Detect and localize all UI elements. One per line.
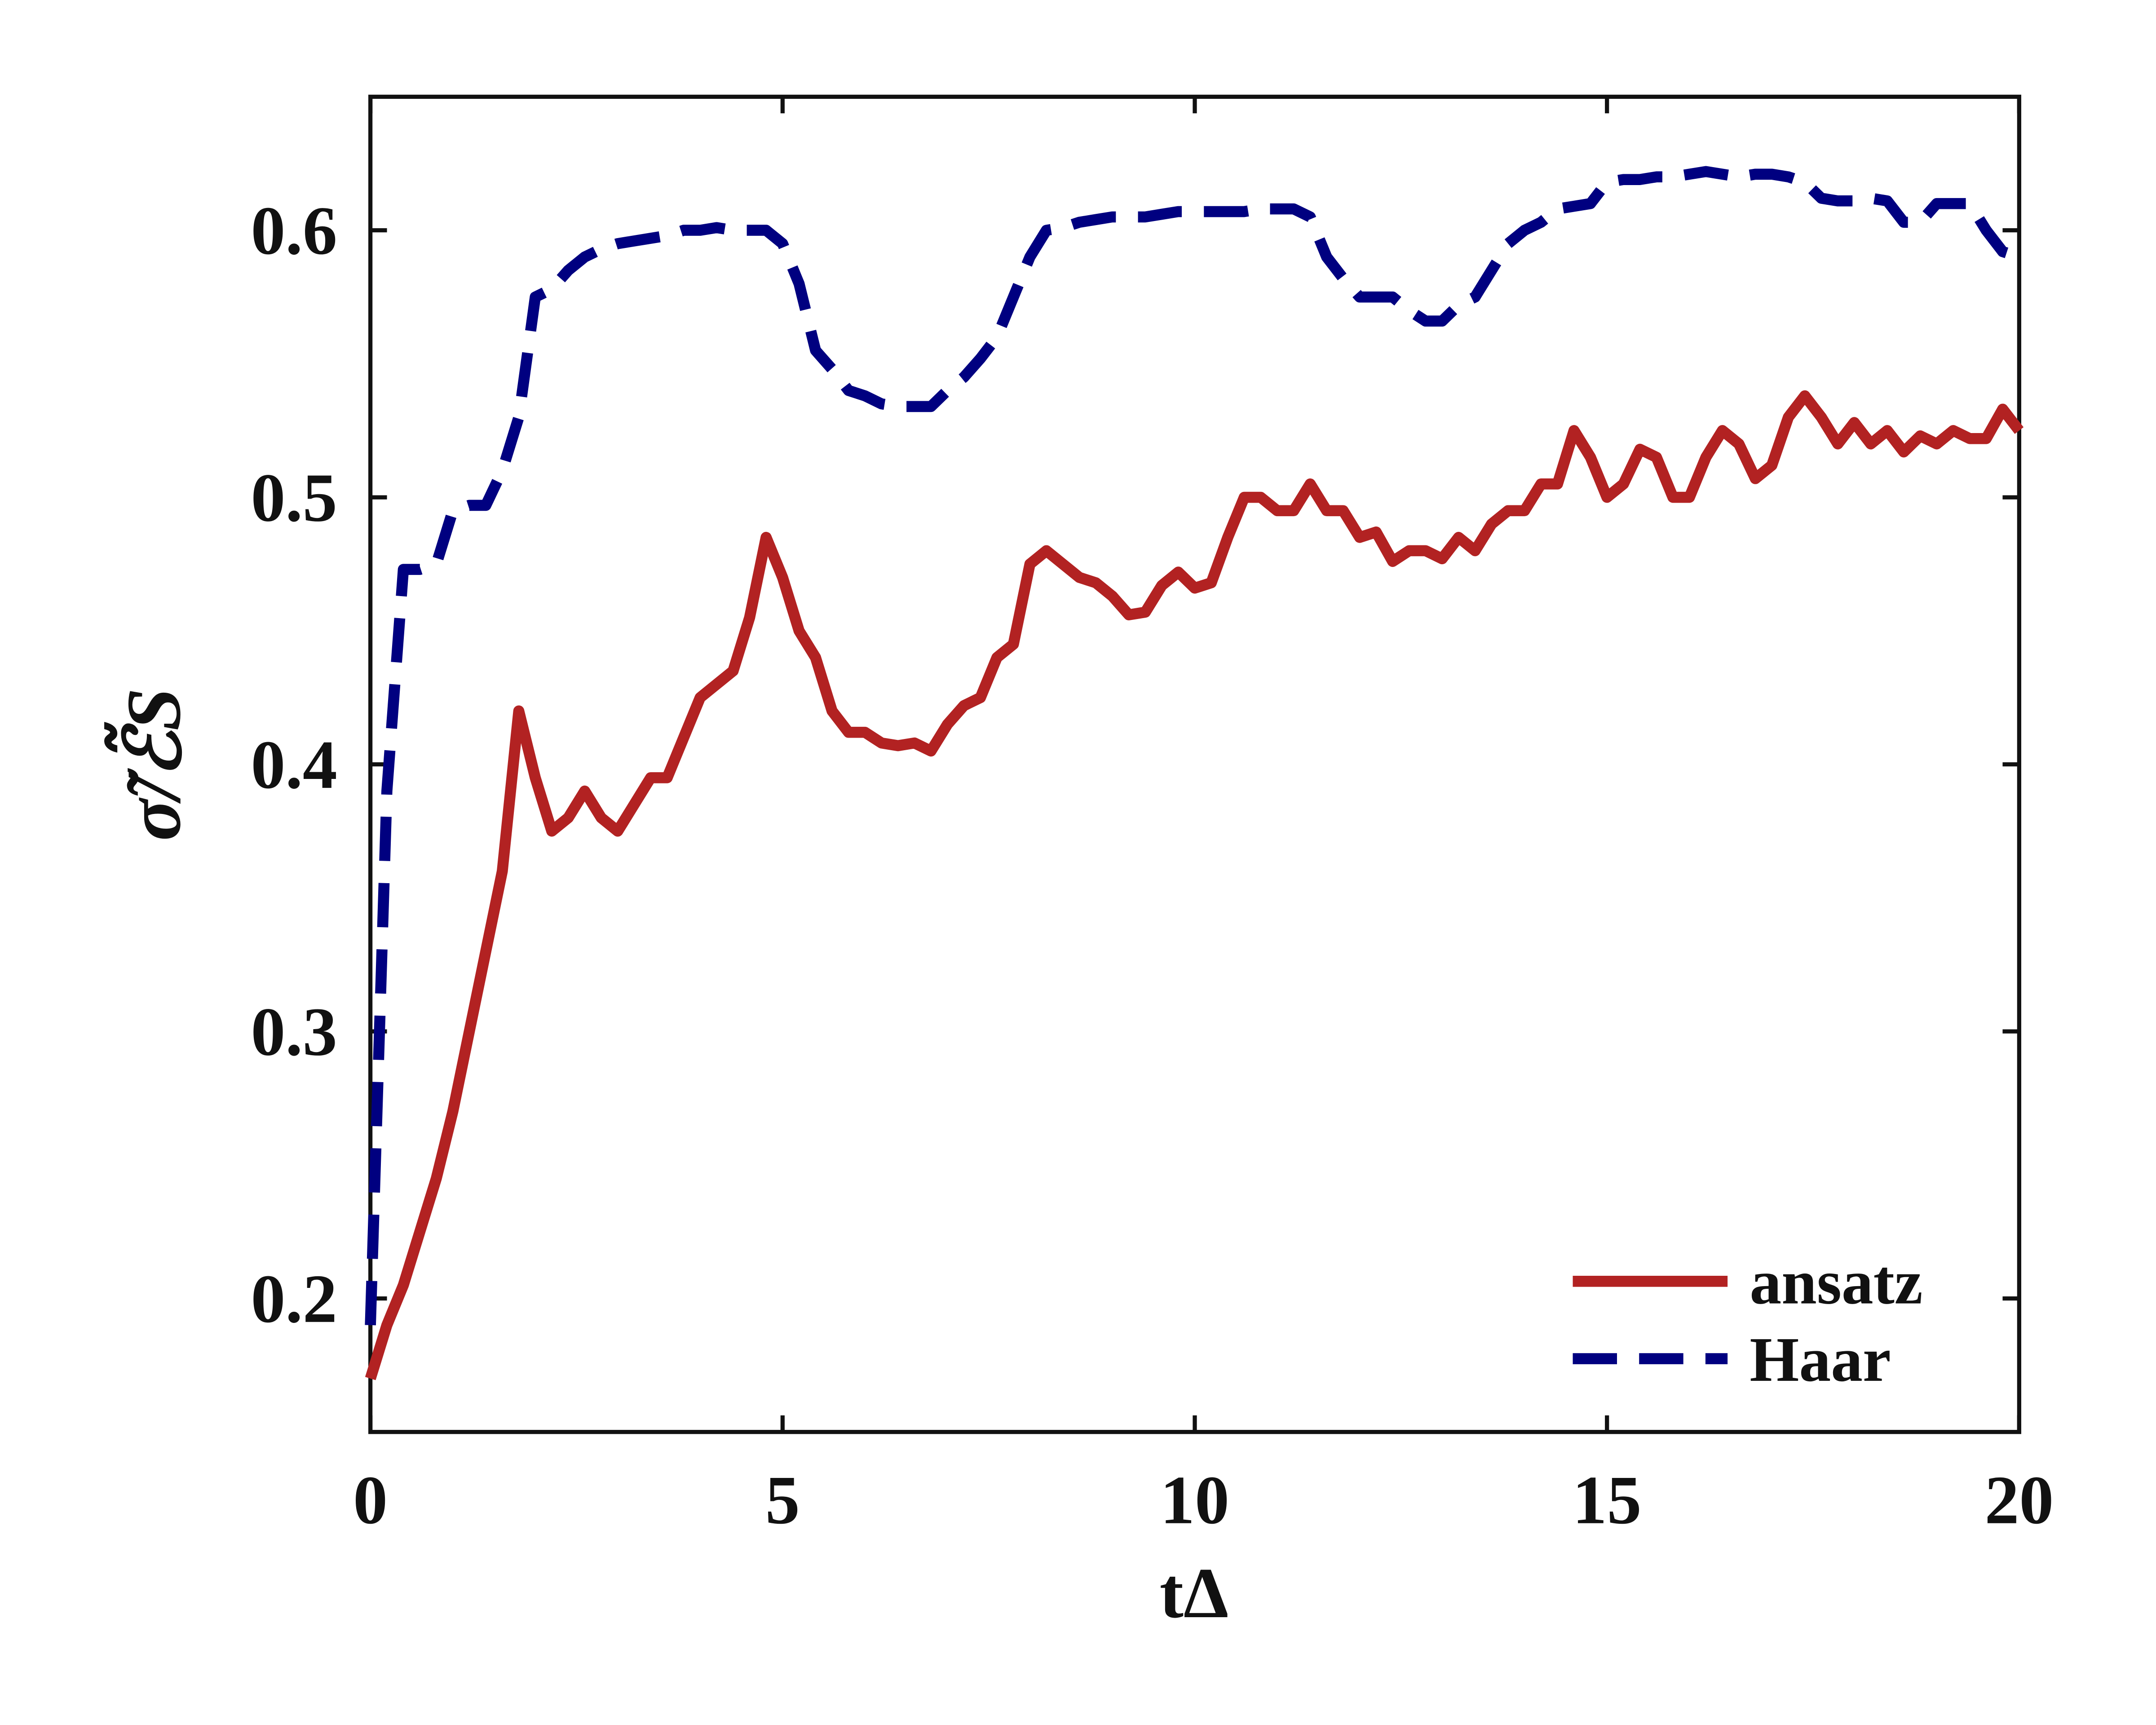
x-tick-label: 0: [353, 1462, 388, 1539]
y-tick-label: 0.2: [251, 1261, 337, 1337]
x-tick-label: 15: [1573, 1462, 1642, 1539]
x-tick-label: 5: [765, 1462, 800, 1539]
x-axis-label: tΔ: [1160, 1553, 1229, 1633]
x-tick-label: 10: [1160, 1462, 1229, 1539]
y-tick-label: 0.3: [251, 994, 337, 1070]
y-tick-label: 0.4: [251, 727, 337, 803]
plot-frame: [368, 94, 2021, 1434]
legend-label: ansatz: [1750, 1247, 1922, 1318]
y-axis-label: σ̃/ℰ̃S: [104, 688, 197, 841]
legend-label: Haar: [1750, 1324, 1891, 1395]
x-tick-label: 20: [1984, 1462, 2054, 1539]
y-tick-label: 0.6: [251, 193, 337, 269]
series-line: [365, 166, 2021, 1326]
series-line: [365, 390, 2024, 1380]
y-tick-label: 0.5: [251, 460, 337, 536]
